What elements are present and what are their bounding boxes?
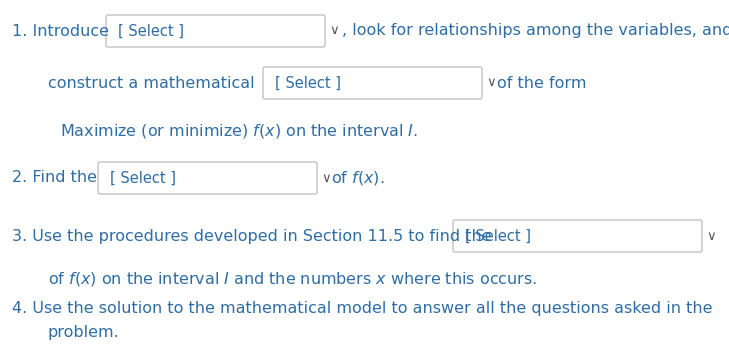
Text: [ Select ]: [ Select ] [275,75,341,91]
Text: of the form: of the form [497,75,587,91]
FancyBboxPatch shape [106,15,325,47]
Text: ∨: ∨ [329,25,339,37]
Text: 4. Use the solution to the mathematical model to answer all the questions asked : 4. Use the solution to the mathematical … [12,300,712,316]
FancyBboxPatch shape [263,67,482,99]
Text: [ Select ]: [ Select ] [118,24,184,38]
Text: [ Select ]: [ Select ] [110,171,176,185]
Text: ∨: ∨ [706,229,716,243]
FancyBboxPatch shape [453,220,702,252]
Text: , look for relationships among the variables, and: , look for relationships among the varia… [342,24,729,38]
Text: construct a mathematical: construct a mathematical [48,75,254,91]
Text: Maximize (or minimize) $f(x)$ on the interval $I$.: Maximize (or minimize) $f(x)$ on the int… [60,122,418,140]
Text: of $f(x)$ on the interval $I$ and the numbers $x$ where this occurs.: of $f(x)$ on the interval $I$ and the nu… [48,270,537,288]
Text: ∨: ∨ [321,172,331,184]
Text: 3. Use the procedures developed in Section 11.5 to find the: 3. Use the procedures developed in Secti… [12,228,491,244]
FancyBboxPatch shape [98,162,317,194]
Text: 2. Find the: 2. Find the [12,171,97,185]
Text: [ Select ]: [ Select ] [465,228,531,244]
Text: problem.: problem. [48,325,120,339]
Text: 1. Introduce: 1. Introduce [12,24,109,38]
Text: of $f(x)$.: of $f(x)$. [331,169,384,187]
Text: ∨: ∨ [486,76,496,90]
